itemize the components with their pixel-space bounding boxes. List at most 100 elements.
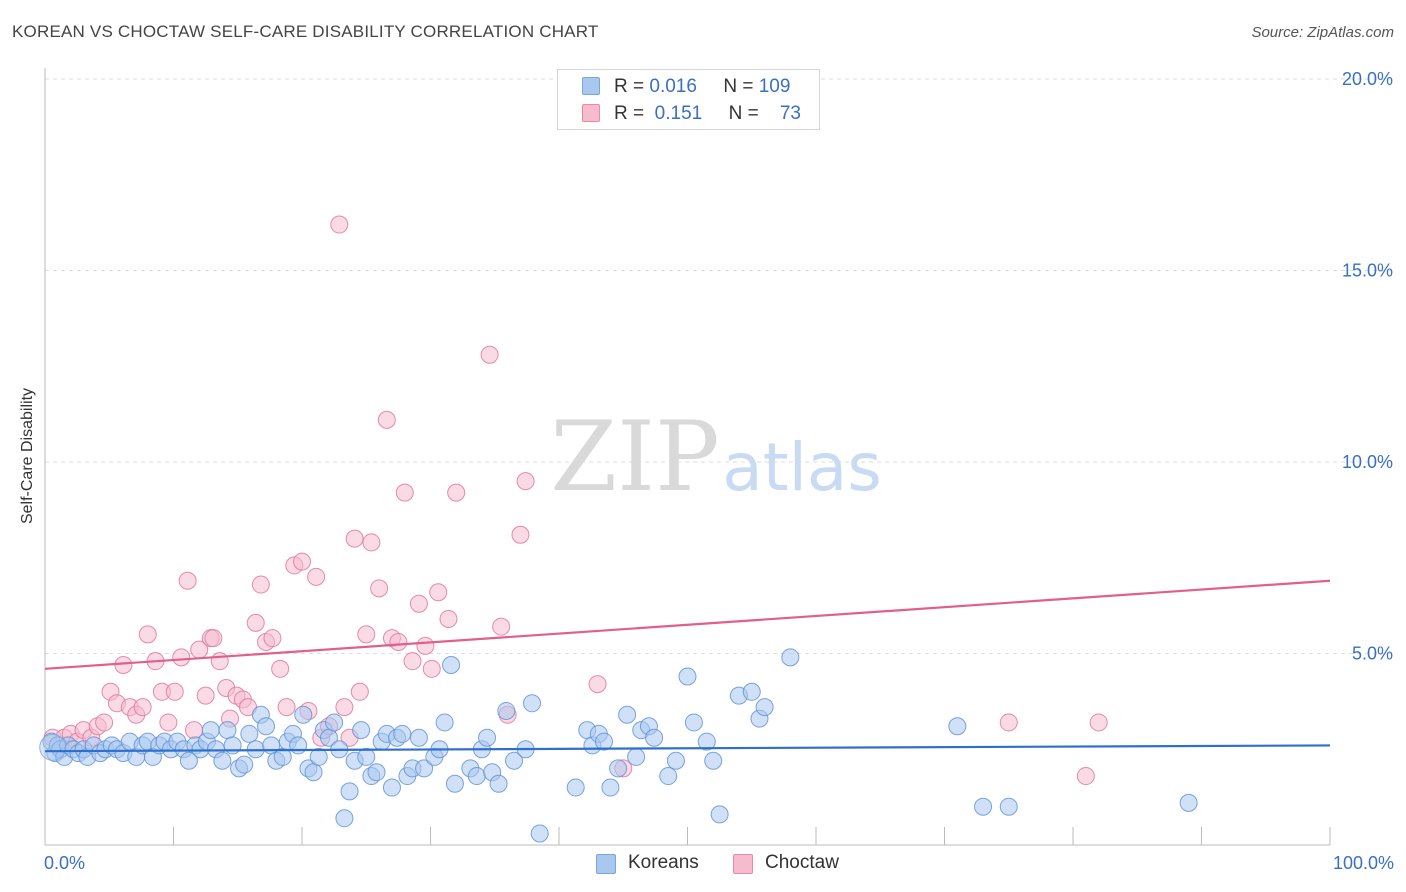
- point-choctaw: [439, 610, 458, 629]
- point-choctaw: [362, 533, 381, 552]
- point-choctaw: [277, 698, 296, 717]
- source-credit: Source: ZipAtlas.com: [1251, 24, 1394, 41]
- point-koreans: [179, 751, 198, 770]
- point-choctaw: [133, 698, 152, 717]
- point-choctaw: [138, 625, 157, 644]
- point-choctaw: [422, 659, 441, 678]
- point-choctaw: [429, 583, 448, 602]
- legend-r-value: 0.151: [654, 103, 703, 124]
- x-tick-label: 100.0%: [1333, 853, 1394, 873]
- point-koreans: [974, 797, 993, 816]
- point-koreans: [594, 732, 613, 751]
- point-koreans: [357, 747, 376, 766]
- point-choctaw: [511, 525, 530, 544]
- series-label-koreans: Koreans: [628, 852, 699, 873]
- point-koreans: [409, 728, 428, 747]
- point-choctaw: [999, 713, 1018, 732]
- point-choctaw: [251, 575, 270, 594]
- point-choctaw: [178, 571, 197, 590]
- point-choctaw: [447, 483, 466, 502]
- trend-line-choctaw: [44, 579, 1331, 670]
- point-koreans: [289, 736, 308, 755]
- point-choctaw: [588, 675, 607, 694]
- point-choctaw: [159, 713, 178, 732]
- point-choctaw: [95, 713, 114, 732]
- point-choctaw: [403, 652, 422, 671]
- point-choctaw: [210, 652, 229, 671]
- point-koreans: [618, 705, 637, 724]
- point-choctaw: [1089, 713, 1108, 732]
- point-koreans: [218, 721, 237, 740]
- point-choctaw: [357, 625, 376, 644]
- y-tick-label: 20.0%: [1342, 69, 1393, 89]
- point-koreans: [566, 778, 585, 797]
- point-koreans: [382, 778, 401, 797]
- point-koreans: [710, 805, 729, 824]
- y-tick-label: 5.0%: [1352, 644, 1393, 664]
- point-koreans: [335, 809, 354, 828]
- point-koreans: [645, 728, 664, 747]
- y-tick-label: 10.0%: [1342, 452, 1393, 472]
- point-koreans: [666, 751, 685, 770]
- point-choctaw: [409, 594, 428, 613]
- point-koreans: [659, 767, 678, 786]
- point-koreans: [442, 655, 461, 674]
- point-koreans: [697, 732, 716, 751]
- point-koreans: [240, 724, 259, 743]
- point-koreans: [39, 733, 67, 761]
- point-koreans: [257, 717, 276, 736]
- point-koreans: [684, 713, 703, 732]
- y-tick-label: 15.0%: [1342, 261, 1393, 281]
- point-koreans: [478, 728, 497, 747]
- watermark: ZIP atlas: [550, 401, 881, 513]
- trend-lines: [44, 579, 1331, 753]
- point-koreans: [755, 698, 774, 717]
- watermark-atlas: atlas: [722, 429, 882, 506]
- legend-text-choctaw: R = 0.151 N = 73: [614, 103, 801, 125]
- point-koreans: [213, 751, 232, 770]
- point-choctaw: [172, 648, 191, 667]
- point-koreans: [435, 713, 454, 732]
- point-choctaw: [204, 629, 223, 648]
- point-choctaw: [307, 567, 326, 586]
- series-swatch-koreans: [596, 854, 616, 874]
- series-label-choctaw: Choctaw: [765, 852, 839, 873]
- point-koreans: [304, 763, 323, 782]
- legend-n-label: N =: [728, 103, 759, 124]
- point-choctaw: [480, 345, 499, 364]
- point-choctaw: [395, 483, 414, 502]
- point-koreans: [609, 759, 628, 778]
- point-koreans: [467, 767, 486, 786]
- point-koreans: [352, 721, 371, 740]
- trend-line-koreans: [44, 744, 1331, 753]
- point-choctaw: [271, 659, 290, 678]
- point-koreans: [489, 774, 508, 793]
- correlation-legend: R = 0.016 N = 109 R = 0.151 N = 73: [557, 69, 820, 130]
- point-choctaw: [335, 698, 354, 717]
- gridlines: [45, 78, 1392, 654]
- point-choctaw: [1076, 767, 1095, 786]
- point-koreans: [415, 759, 434, 778]
- point-choctaw: [246, 613, 265, 632]
- point-koreans: [505, 751, 524, 770]
- legend-r-label: R =: [614, 103, 645, 124]
- point-choctaw: [492, 617, 511, 636]
- point-koreans: [340, 782, 359, 801]
- point-choctaw: [345, 529, 364, 548]
- point-koreans: [999, 797, 1018, 816]
- point-koreans: [704, 751, 723, 770]
- point-choctaw: [370, 579, 389, 598]
- legend-swatch-choctaw: [582, 104, 600, 122]
- legend-n-value: 73: [779, 103, 801, 124]
- point-koreans: [781, 648, 800, 667]
- point-choctaw: [114, 655, 133, 674]
- point-koreans: [948, 717, 967, 736]
- point-koreans: [294, 705, 313, 724]
- legend-n-value: 109: [758, 76, 791, 97]
- point-koreans: [367, 763, 386, 782]
- legend-swatch-koreans: [582, 77, 600, 95]
- legend-n-label: N =: [723, 76, 754, 97]
- point-choctaw: [165, 682, 184, 701]
- point-choctaw: [263, 629, 282, 648]
- point-choctaw: [196, 686, 215, 705]
